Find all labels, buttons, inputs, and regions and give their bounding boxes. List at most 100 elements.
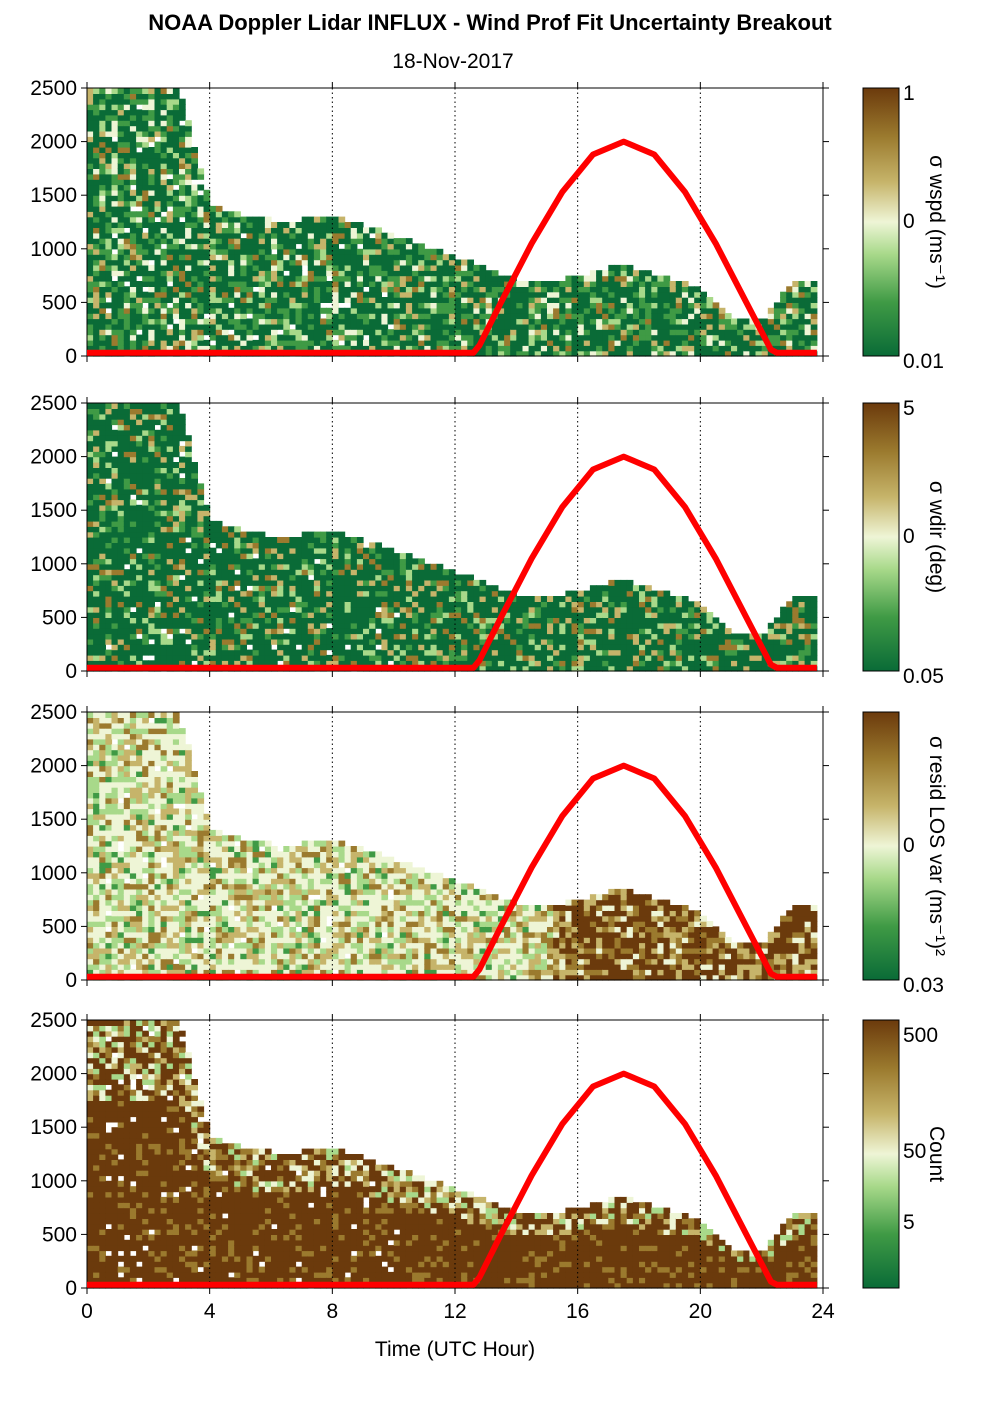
heatmap-cell <box>467 633 474 640</box>
heatmap-cell <box>350 638 358 645</box>
heatmap-cell <box>142 510 149 517</box>
heatmap-cell <box>179 547 186 554</box>
heatmap-cell <box>301 281 309 287</box>
heatmap-cell <box>332 633 339 640</box>
heatmap-cell <box>221 547 229 554</box>
heatmap-cell <box>565 275 573 282</box>
heatmap-cell <box>418 585 425 592</box>
heatmap-cell <box>154 622 162 629</box>
heatmap-cell <box>228 259 235 266</box>
heatmap-cell <box>412 628 419 635</box>
heatmap-cell <box>356 323 364 330</box>
heatmap-cell <box>240 649 247 656</box>
heatmap-cell <box>105 579 113 586</box>
heatmap-cell <box>295 601 303 608</box>
heatmap-cell <box>448 254 456 261</box>
heatmap-cell <box>129 104 137 111</box>
heatmap-cell <box>528 612 536 618</box>
heatmap-cell <box>228 211 235 218</box>
heatmap-cell <box>203 553 211 560</box>
heatmap-cell <box>166 456 174 463</box>
heatmap-cell <box>589 628 597 635</box>
heatmap-cell <box>577 638 585 645</box>
heatmap-cell <box>767 318 775 325</box>
heatmap-cell <box>111 147 119 153</box>
heatmap-cell <box>399 590 407 597</box>
heatmap-cell <box>436 334 444 341</box>
heatmap-cell <box>369 558 376 565</box>
heatmap-cell <box>356 334 364 341</box>
heatmap-cell <box>338 291 346 298</box>
heatmap-cell <box>93 440 100 447</box>
heatmap-cell <box>369 313 376 320</box>
heatmap-cell <box>301 302 309 309</box>
heatmap-cell <box>160 494 168 501</box>
heatmap-cell <box>221 622 229 629</box>
heatmap-cell <box>712 339 720 346</box>
heatmap-cell <box>172 451 180 458</box>
heatmap-cell <box>436 596 444 602</box>
heatmap-cell <box>504 318 511 325</box>
heatmap-cell <box>356 585 364 592</box>
figure-title: NOAA Doppler Lidar INFLUX - Wind Prof Fi… <box>148 10 832 35</box>
heatmap-cell <box>326 286 333 293</box>
heatmap-cell <box>516 339 523 346</box>
heatmap-cell <box>467 596 474 602</box>
heatmap-cell <box>283 585 290 592</box>
heatmap-cell <box>596 270 603 277</box>
heatmap-cell <box>295 323 303 330</box>
heatmap-cell <box>307 601 315 608</box>
heatmap-cell <box>111 173 119 180</box>
heatmap-cell <box>228 222 235 228</box>
heatmap-cell <box>399 291 407 298</box>
heatmap-cell <box>105 88 113 94</box>
heatmap-cell <box>148 563 155 570</box>
heatmap-cell <box>93 114 100 121</box>
heatmap-cell <box>399 339 407 346</box>
heatmap-cell <box>596 302 603 309</box>
heatmap-cell <box>442 323 450 330</box>
heatmap-cell <box>117 499 125 506</box>
heatmap-cell <box>688 313 695 320</box>
heatmap-cell <box>136 462 143 468</box>
heatmap-cell <box>142 606 149 613</box>
heatmap-cell <box>271 622 278 629</box>
heatmap-cell <box>123 601 131 608</box>
heatmap-cell <box>185 531 192 538</box>
heatmap-cell <box>105 531 113 538</box>
heatmap-cell <box>773 345 781 352</box>
heatmap-cell <box>129 98 137 105</box>
heatmap-cell <box>111 531 119 538</box>
heatmap-cell <box>307 264 315 271</box>
heatmap-cell <box>332 558 339 565</box>
heatmap-cell <box>626 297 634 303</box>
heatmap-cell <box>99 633 106 640</box>
heatmap-cell <box>117 152 125 159</box>
heatmap-cell <box>320 222 327 228</box>
heatmap-cell <box>93 515 100 522</box>
heatmap-cell <box>271 339 278 346</box>
heatmap-cell <box>142 542 149 549</box>
heatmap-cell <box>350 537 358 543</box>
heatmap-cell <box>363 243 370 250</box>
heatmap-cell <box>577 329 585 336</box>
heatmap-cell <box>111 435 119 442</box>
heatmap-cell <box>369 628 376 635</box>
heatmap-cell <box>522 617 530 624</box>
heatmap-cell <box>87 227 94 234</box>
heatmap-cell <box>528 329 536 336</box>
heatmap-cell <box>540 318 548 325</box>
heatmap-cell <box>197 563 205 570</box>
heatmap-cell <box>448 612 456 618</box>
heatmap-cell <box>271 558 278 565</box>
heatmap-cell <box>99 563 106 570</box>
heatmap-cell <box>252 248 260 255</box>
heatmap-cell <box>264 291 272 298</box>
heatmap-cell <box>363 291 370 298</box>
heatmap-cell <box>129 563 137 570</box>
heatmap-cell <box>651 275 658 282</box>
heatmap-cell <box>215 264 223 271</box>
heatmap-cell <box>363 323 370 330</box>
heatmap-cell <box>234 601 241 608</box>
heatmap-cell <box>792 313 799 320</box>
